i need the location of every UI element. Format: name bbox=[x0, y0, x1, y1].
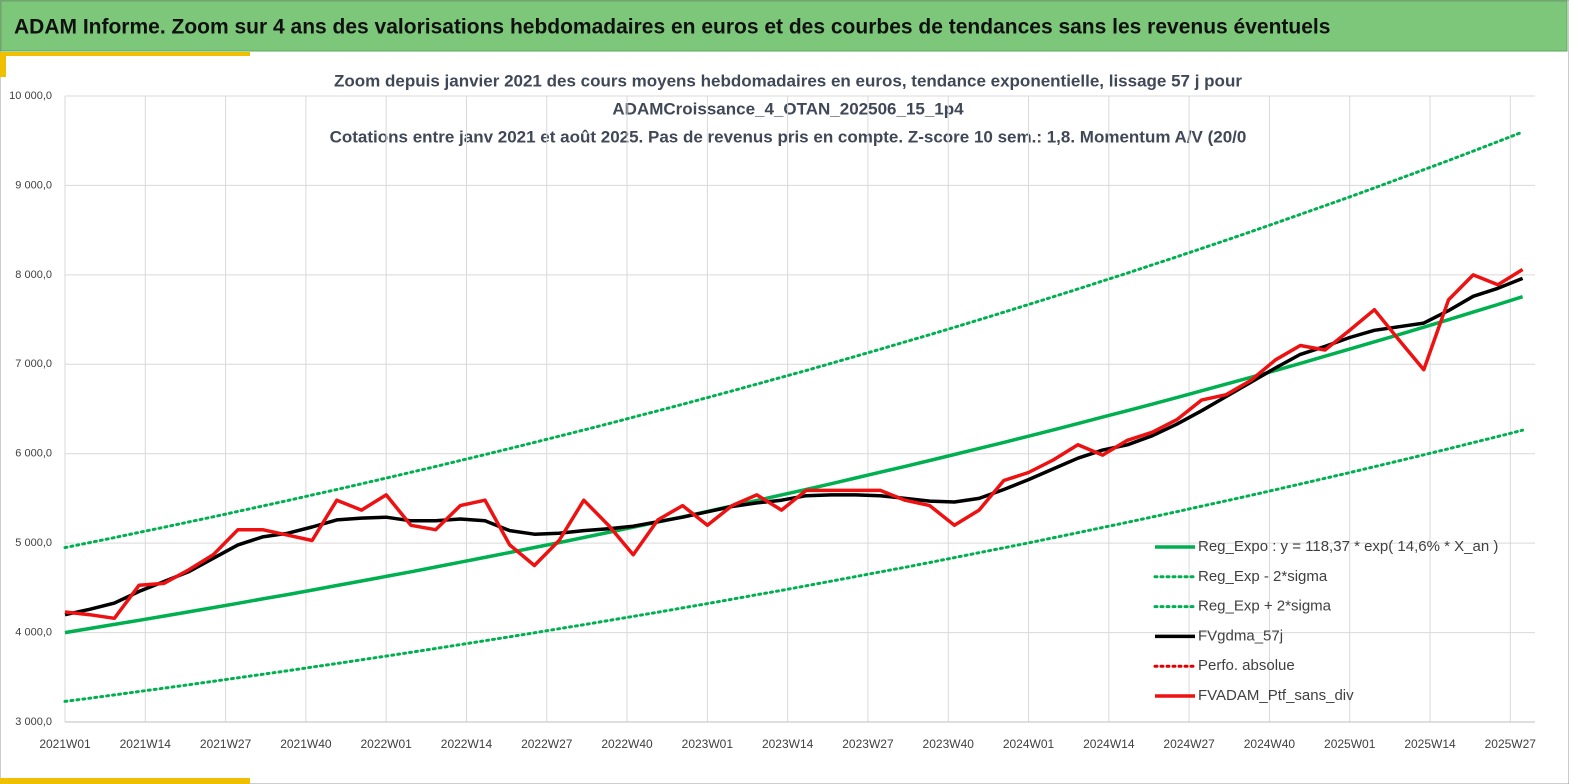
chart-title: ADAMCroissance_4_OTAN_202506_15_1p4 bbox=[612, 99, 964, 118]
y-tick-label: 6 000,0 bbox=[15, 448, 52, 460]
legend-label: Reg_Exp - 2*sigma bbox=[1198, 568, 1328, 585]
y-tick-label: 10 000,0 bbox=[9, 90, 52, 102]
legend-label: Reg_Exp + 2*sigma bbox=[1198, 598, 1332, 615]
y-tick-label: 9 000,0 bbox=[15, 179, 52, 191]
x-tick-label: 2024W40 bbox=[1244, 737, 1296, 751]
legend-label: FVADAM_Ptf_sans_div bbox=[1198, 687, 1354, 704]
x-tick-label: 2025W01 bbox=[1324, 737, 1376, 751]
x-tick-label: 2023W27 bbox=[842, 737, 894, 751]
y-tick-label: 7 000,0 bbox=[15, 358, 52, 370]
x-tick-label: 2024W27 bbox=[1163, 737, 1215, 751]
header-bar bbox=[0, 0, 1568, 52]
x-tick-label: 2025W27 bbox=[1485, 737, 1537, 751]
y-tick-label: 3 000,0 bbox=[15, 716, 52, 728]
y-tick-label: 5 000,0 bbox=[15, 537, 52, 549]
y-tick-label: 4 000,0 bbox=[15, 626, 52, 638]
x-tick-label: 2025W14 bbox=[1404, 737, 1456, 751]
accent bbox=[0, 52, 250, 56]
series-line bbox=[64, 295, 1524, 635]
x-tick-label: 2021W14 bbox=[120, 737, 172, 751]
x-tick-label: 2021W27 bbox=[200, 737, 252, 751]
header-title: ADAM Informe. Zoom sur 4 ans des valoris… bbox=[14, 16, 1330, 39]
x-tick-label: 2024W01 bbox=[1003, 737, 1055, 751]
x-tick-label: 2021W01 bbox=[39, 737, 91, 751]
x-tick-label: 2023W01 bbox=[682, 737, 734, 751]
series-line bbox=[64, 268, 1524, 621]
series-line bbox=[64, 276, 1524, 617]
accent bbox=[0, 52, 6, 77]
x-tick-label: 2022W27 bbox=[521, 737, 573, 751]
x-tick-label: 2021W40 bbox=[280, 737, 332, 751]
legend-label: Perfo. absolue bbox=[1198, 657, 1295, 674]
x-tick-label: 2023W40 bbox=[923, 737, 975, 751]
x-tick-label: 2024W14 bbox=[1083, 737, 1135, 751]
series-line bbox=[63, 130, 1525, 550]
x-tick-label: 2022W14 bbox=[441, 737, 493, 751]
x-tick-label: 2023W14 bbox=[762, 737, 814, 751]
x-tick-label: 2022W01 bbox=[360, 737, 412, 751]
series-line bbox=[63, 428, 1525, 703]
chart-title: Zoom depuis janvier 2021 des cours moyen… bbox=[334, 71, 1242, 90]
legend-label: Reg_Expo : y = 118,37 * exp( 14,6% * X_a… bbox=[1198, 538, 1498, 555]
x-tick-label: 2022W40 bbox=[601, 737, 653, 751]
y-tick-label: 8 000,0 bbox=[15, 269, 52, 281]
legend-label: FVgdma_57j bbox=[1198, 627, 1283, 644]
accent bbox=[0, 778, 250, 784]
